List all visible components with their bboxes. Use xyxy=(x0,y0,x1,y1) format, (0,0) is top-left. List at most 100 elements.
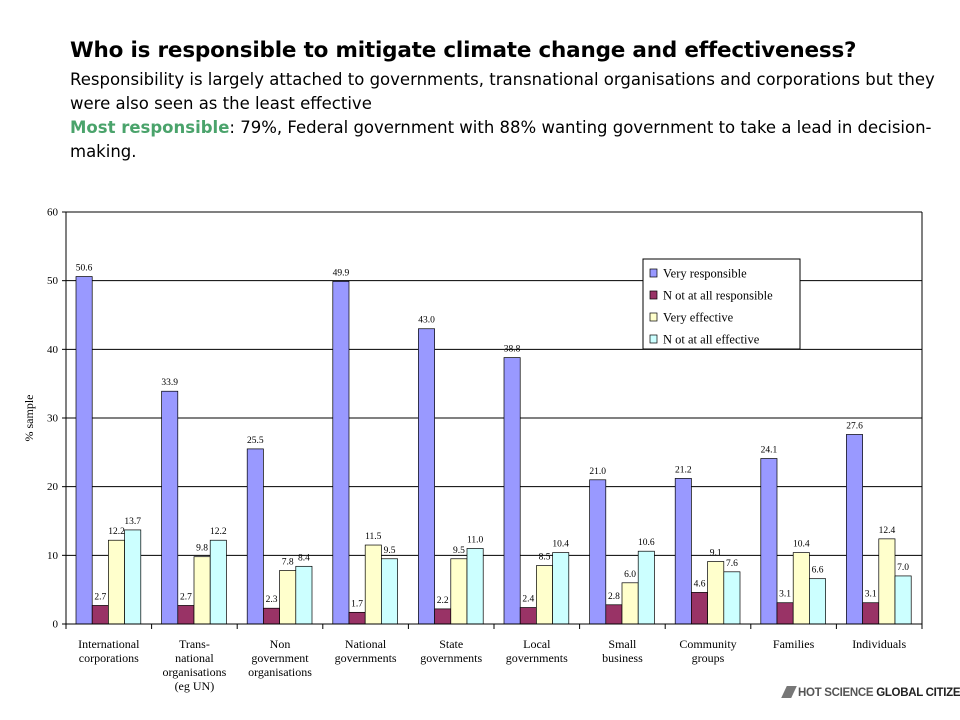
data-label: 6.6 xyxy=(812,566,824,576)
bar-4 xyxy=(466,548,484,625)
y-tick-label: 20 xyxy=(47,481,59,493)
data-label: 7.0 xyxy=(897,563,909,573)
logo-part2: GLOBAL CITIZENS xyxy=(876,687,960,699)
bar-1 xyxy=(161,390,179,625)
note-highlight: Most responsible xyxy=(70,118,230,137)
legend-swatch xyxy=(649,290,658,300)
x-tick-label-line: Individuals xyxy=(852,637,906,651)
bar-3 xyxy=(108,539,125,625)
data-label: 2.7 xyxy=(180,592,192,602)
y-tick-label: 30 xyxy=(47,413,59,425)
data-label: 49.9 xyxy=(333,268,350,278)
bar-2 xyxy=(91,605,109,625)
x-tick-label-line: organisations xyxy=(163,665,227,679)
data-label: 43.0 xyxy=(418,316,435,326)
bar-3 xyxy=(707,561,725,625)
data-label: 7.8 xyxy=(282,557,294,567)
x-tick-label: Families xyxy=(773,637,815,651)
data-label: 3.1 xyxy=(865,590,877,600)
y-tick-label: 50 xyxy=(47,275,59,287)
bar-3 xyxy=(193,556,211,625)
bar-3 xyxy=(536,565,553,625)
x-tick-label-line: government xyxy=(251,651,309,665)
x-tick-label-line: governments xyxy=(420,651,482,665)
legend-entry: Very responsible xyxy=(663,267,747,281)
x-tick-label-line: Community xyxy=(679,637,736,651)
data-label: 8.5 xyxy=(539,553,551,563)
legend-entry: N ot at all effective xyxy=(663,333,760,347)
bar-4 xyxy=(381,558,398,625)
y-tick-label: 60 xyxy=(47,207,59,219)
data-label: 38.8 xyxy=(504,345,521,355)
x-tick-label-line: International xyxy=(78,637,140,651)
data-label: 21.0 xyxy=(589,467,606,477)
note-text: : 79%, Federal government with 88% wanti… xyxy=(70,118,932,161)
bar-1 xyxy=(418,328,435,625)
data-label: 2.3 xyxy=(266,595,278,605)
data-label: 9.5 xyxy=(384,546,396,556)
x-tick-label-line: governments xyxy=(506,651,568,665)
x-tick-label-line: Local xyxy=(523,637,551,651)
logo-part1: HOT SCIENCE xyxy=(798,687,877,699)
y-tick-label: 10 xyxy=(47,550,59,562)
bar-1 xyxy=(75,276,93,625)
bar-4 xyxy=(552,552,570,625)
x-tick-label: Non government organisations xyxy=(248,637,312,679)
bar-3 xyxy=(279,570,297,625)
bar-2 xyxy=(263,607,280,625)
bar-4 xyxy=(124,529,142,625)
data-label: 2.4 xyxy=(522,595,534,605)
data-label: 9.8 xyxy=(196,544,208,554)
data-label: 25.5 xyxy=(247,436,264,446)
x-tick-label-line: groups xyxy=(692,651,725,665)
bar-4 xyxy=(295,565,313,625)
bar-4 xyxy=(209,539,227,625)
bar-1 xyxy=(846,434,863,625)
data-label: 7.6 xyxy=(726,559,738,569)
data-label: 9.1 xyxy=(710,549,722,559)
x-tick-label-line: governments xyxy=(335,651,397,665)
data-label: 10.6 xyxy=(638,538,655,548)
bar-3 xyxy=(450,558,468,625)
data-label: 2.2 xyxy=(437,596,449,606)
x-tick-label: National governments xyxy=(335,637,397,665)
data-label: 1.7 xyxy=(351,599,363,609)
x-tick-label-line: business xyxy=(602,651,643,665)
x-tick-label-line: Trans- xyxy=(179,637,210,651)
data-label: 27.6 xyxy=(846,421,863,431)
data-label: 12.2 xyxy=(210,527,227,537)
x-tick-label-line: (eg UN) xyxy=(175,679,215,693)
data-label: 3.1 xyxy=(779,590,791,600)
x-tick-label: Individuals xyxy=(852,637,906,651)
bar-2 xyxy=(348,611,366,625)
x-tick-label: State governments xyxy=(420,637,482,665)
x-tick-label-line: national xyxy=(175,651,214,665)
y-tick-label: 0 xyxy=(53,619,59,631)
data-label: 24.1 xyxy=(761,446,778,456)
data-label: 8.4 xyxy=(298,553,310,563)
x-tick-label: Local governments xyxy=(506,637,568,665)
x-tick-label: International corporations xyxy=(78,637,140,665)
data-label: 21.2 xyxy=(675,465,692,475)
data-label: 11.0 xyxy=(467,535,484,545)
header: Who is responsible to mitigate climate c… xyxy=(70,38,950,164)
data-label: 33.9 xyxy=(161,378,178,388)
data-label: 10.4 xyxy=(793,540,810,550)
legend-swatch xyxy=(649,334,658,344)
x-tick-label-line: Non xyxy=(270,637,291,651)
data-label: 12.4 xyxy=(879,526,896,536)
data-label: 6.0 xyxy=(624,570,636,580)
bar-2 xyxy=(519,607,537,625)
data-label: 10.4 xyxy=(552,540,569,550)
x-tick-label-line: organisations xyxy=(248,665,312,679)
x-tick-label-line: Families xyxy=(773,637,815,651)
bar-4 xyxy=(894,575,912,625)
bar-3 xyxy=(792,552,810,625)
x-tick-label-line: Small xyxy=(608,637,637,651)
bar-4 xyxy=(809,578,826,625)
x-tick-label-line: State xyxy=(439,637,463,651)
legend-entry: N ot at all responsible xyxy=(663,289,773,303)
legend-swatch xyxy=(649,268,658,278)
bar-1 xyxy=(246,448,264,625)
